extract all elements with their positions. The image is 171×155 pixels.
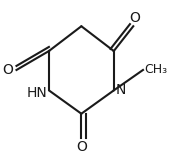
Text: O: O (129, 11, 140, 25)
Text: HN: HN (27, 86, 47, 100)
Text: O: O (76, 140, 87, 154)
Text: N: N (115, 83, 126, 97)
Text: O: O (2, 63, 13, 77)
Text: CH₃: CH₃ (145, 63, 168, 76)
